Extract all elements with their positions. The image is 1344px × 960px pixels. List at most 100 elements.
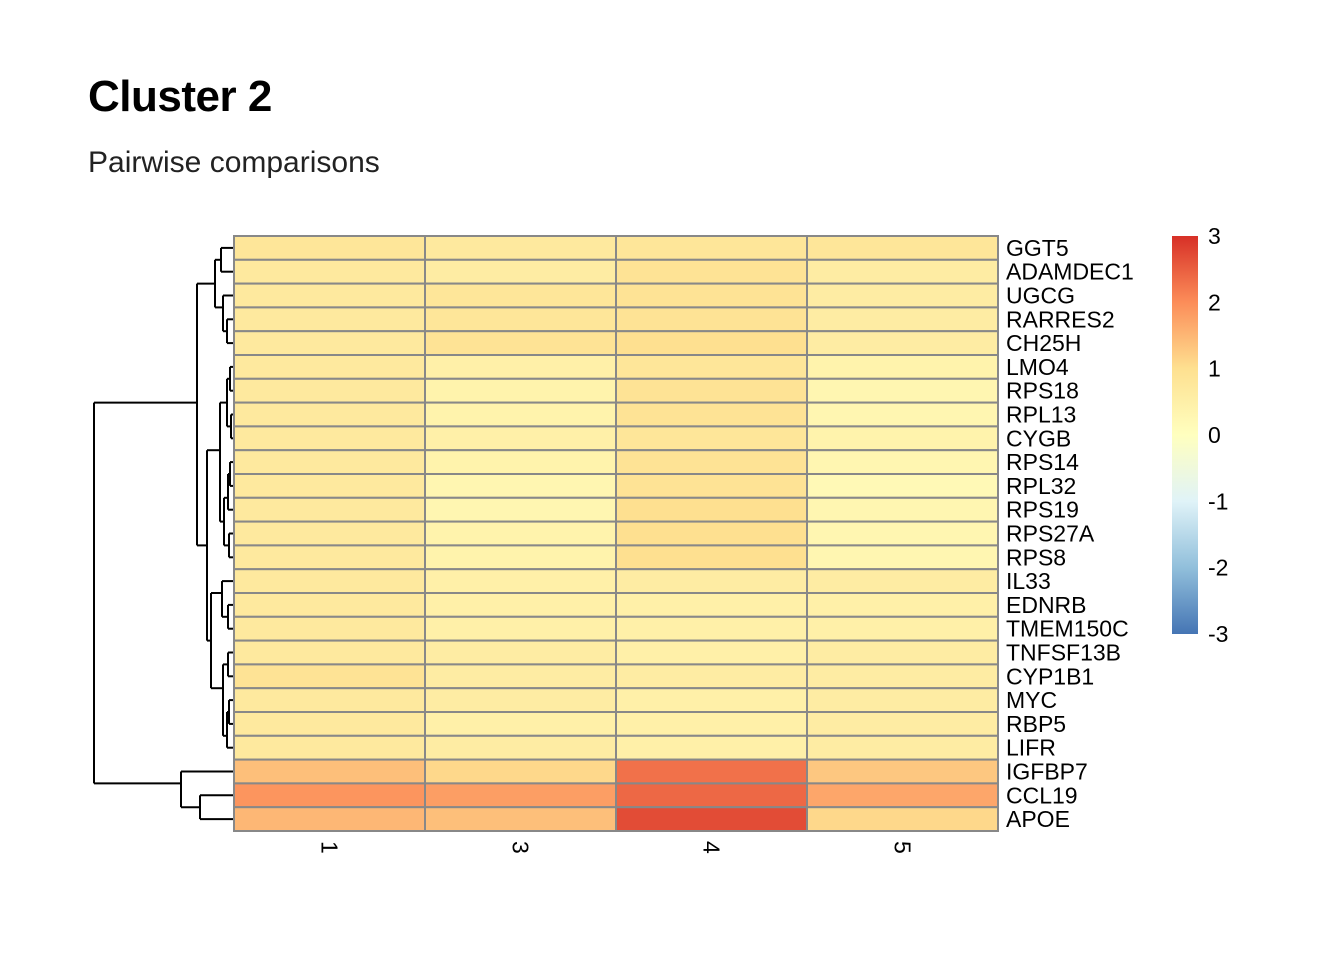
heatmap-cell bbox=[615, 330, 808, 357]
legend-tick-label: -3 bbox=[1208, 621, 1228, 647]
column-label: 1 bbox=[317, 841, 343, 854]
row-label: CH25H bbox=[1006, 330, 1081, 356]
heatmap-cell bbox=[806, 282, 999, 309]
legend-colorbar bbox=[1172, 236, 1198, 634]
row-label: CCL19 bbox=[1006, 782, 1078, 808]
heatmap-cell bbox=[233, 473, 426, 499]
heatmap-cell bbox=[806, 782, 999, 809]
heatmap-cell bbox=[424, 734, 617, 761]
heatmap-cell bbox=[615, 306, 808, 333]
heatmap-cell bbox=[806, 639, 999, 666]
heatmap-cell bbox=[806, 377, 999, 404]
heatmap-cell bbox=[615, 425, 808, 452]
heatmap-cell bbox=[424, 449, 617, 476]
row-label: CYGB bbox=[1006, 425, 1071, 451]
heatmap-cell bbox=[424, 425, 617, 452]
row-label: RPS27A bbox=[1006, 521, 1095, 547]
heatmap-cell bbox=[233, 520, 426, 547]
heatmap-cell bbox=[615, 235, 808, 261]
heatmap-cell bbox=[806, 306, 999, 333]
heatmap-cell bbox=[233, 687, 426, 714]
row-label: RPL13 bbox=[1006, 402, 1076, 428]
column-label: 3 bbox=[508, 841, 534, 854]
row-label: IGFBP7 bbox=[1006, 759, 1088, 785]
heatmap-cell bbox=[806, 544, 999, 571]
row-label: EDNRB bbox=[1006, 592, 1087, 618]
heatmap-cell bbox=[424, 544, 617, 571]
row-label: MYC bbox=[1006, 687, 1057, 713]
heatmap-cell bbox=[615, 615, 808, 642]
legend-tick-label: 3 bbox=[1208, 223, 1221, 249]
heatmap-cell bbox=[233, 568, 426, 595]
heatmap-cell bbox=[615, 734, 808, 761]
heatmap-cell bbox=[424, 663, 617, 690]
heatmap-cell bbox=[806, 330, 999, 357]
legend-tick-label: -1 bbox=[1208, 488, 1228, 514]
heatmap-cell bbox=[806, 663, 999, 690]
heatmap-cell bbox=[233, 235, 426, 261]
row-label: RPS19 bbox=[1006, 497, 1079, 523]
heatmap-cell bbox=[233, 615, 426, 642]
heatmap-cell bbox=[233, 282, 426, 309]
heatmap-cell bbox=[424, 235, 617, 261]
column-label: 4 bbox=[699, 841, 725, 854]
heatmap-cell bbox=[233, 592, 426, 618]
heatmap-cell bbox=[233, 258, 426, 285]
heatmap-cell bbox=[233, 401, 426, 428]
row-label: APOE bbox=[1006, 806, 1070, 832]
row-label: RPS18 bbox=[1006, 378, 1079, 404]
legend-tick-label: 0 bbox=[1208, 422, 1221, 448]
heatmap-cell bbox=[233, 377, 426, 404]
heatmap-cell bbox=[424, 615, 617, 642]
heatmap-cell bbox=[615, 282, 808, 309]
column-label: 5 bbox=[890, 841, 916, 854]
heatmap-cell bbox=[424, 758, 617, 785]
chart-subtitle: Pairwise comparisons bbox=[88, 146, 380, 179]
row-label: TNFSF13B bbox=[1006, 640, 1121, 666]
heatmap-cell bbox=[615, 473, 808, 499]
heatmap-cell bbox=[615, 354, 808, 380]
heatmap-cell bbox=[806, 449, 999, 476]
heatmap-cell bbox=[424, 592, 617, 618]
heatmap-cell bbox=[424, 401, 617, 428]
row-label: IL33 bbox=[1006, 568, 1051, 594]
heatmap-cell bbox=[806, 401, 999, 428]
heatmap-cell bbox=[233, 806, 426, 833]
heatmap-cell bbox=[615, 782, 808, 809]
heatmap-cell bbox=[806, 235, 999, 261]
heatmap-cells bbox=[233, 235, 999, 833]
heatmap-cell bbox=[806, 734, 999, 761]
row-label: RBP5 bbox=[1006, 711, 1066, 737]
row-label: ADAMDEC1 bbox=[1006, 259, 1134, 285]
legend-tick-label: 1 bbox=[1208, 356, 1221, 382]
row-label: RPL32 bbox=[1006, 473, 1076, 499]
heatmap-cell bbox=[806, 425, 999, 452]
heatmap-cell bbox=[615, 520, 808, 547]
heatmap-cell bbox=[615, 401, 808, 428]
heatmap-cell bbox=[424, 520, 617, 547]
heatmap-cell bbox=[806, 592, 999, 618]
heatmap-cell bbox=[615, 449, 808, 476]
heatmap-cell bbox=[806, 806, 999, 833]
row-label: UGCG bbox=[1006, 283, 1075, 309]
heatmap-cell bbox=[424, 306, 617, 333]
heatmap-cell bbox=[233, 758, 426, 785]
heatmap-cell bbox=[806, 711, 999, 737]
heatmap-cell bbox=[424, 687, 617, 714]
heatmap-cell bbox=[424, 258, 617, 285]
color-legend: 3 2 1 0 -1 -2 -3 bbox=[1172, 223, 1228, 647]
heatmap-cell bbox=[424, 782, 617, 809]
heatmap-cell bbox=[806, 615, 999, 642]
row-label: TMEM150C bbox=[1006, 616, 1129, 642]
heatmap-cell bbox=[233, 449, 426, 476]
heatmap-cell bbox=[233, 711, 426, 737]
heatmap-cell bbox=[424, 806, 617, 833]
row-label: LMO4 bbox=[1006, 354, 1069, 380]
heatmap-cell bbox=[615, 544, 808, 571]
row-labels: GGT5ADAMDEC1UGCGRARRES2CH25HLMO4RPS18RPL… bbox=[1006, 235, 1134, 832]
heatmap-cell bbox=[424, 282, 617, 309]
heatmap-cell bbox=[233, 354, 426, 380]
heatmap-cell bbox=[424, 330, 617, 357]
heatmap-cell bbox=[233, 496, 426, 523]
